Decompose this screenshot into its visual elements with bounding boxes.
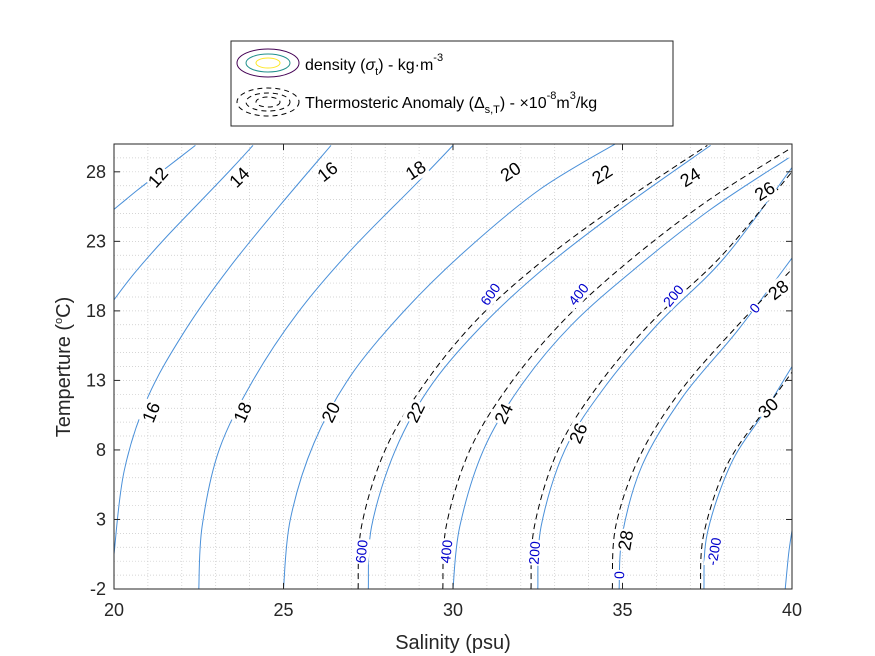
density-contour-label-bg bbox=[753, 393, 784, 424]
anomaly-contour-label: 200 bbox=[526, 540, 544, 565]
density-contour-label-bg bbox=[614, 527, 638, 553]
anomaly-contour-label-bg bbox=[476, 279, 505, 310]
anomaly-contour-label-bg bbox=[564, 279, 593, 310]
x-axis-label: Salinity (psu) bbox=[395, 632, 511, 654]
density-contour-22 bbox=[367, 144, 711, 589]
anomaly-contour-600 bbox=[357, 144, 708, 589]
x-tick-label: 30 bbox=[443, 600, 463, 620]
anomaly-contour-label-bg bbox=[610, 569, 628, 581]
anomaly-contour-label-bg bbox=[703, 535, 725, 568]
anomaly-contour-neg200 bbox=[700, 371, 792, 589]
x-tick-label: 20 bbox=[104, 600, 124, 620]
density-contour-label-bg bbox=[137, 398, 165, 427]
anomaly-contour-label-bg bbox=[659, 280, 688, 311]
density-contour-label-bg bbox=[224, 162, 255, 193]
density-contour-26 bbox=[537, 167, 792, 589]
legend-box bbox=[230, 40, 674, 127]
density-contour-label-bg bbox=[490, 399, 518, 429]
x-axis-ticks: 20 25 30 35 40 bbox=[104, 144, 802, 620]
anomaly-contour-200 bbox=[530, 171, 792, 589]
density-contour-label-bg bbox=[750, 176, 780, 206]
anomaly-contour-400 bbox=[442, 149, 789, 589]
density-contour-label-bg bbox=[495, 157, 526, 187]
density-contour-label-bg bbox=[312, 157, 343, 187]
y-tick-label: -2 bbox=[90, 579, 106, 599]
anomaly-contour-0 bbox=[611, 268, 792, 589]
density-contour-30 bbox=[703, 366, 792, 589]
anomaly-contour-label: 0 bbox=[611, 571, 627, 580]
y-tick-label: 3 bbox=[96, 509, 106, 529]
y-tick-label: 18 bbox=[86, 301, 106, 321]
density-contour-label-bg bbox=[229, 398, 257, 427]
legend-anomaly-swatch bbox=[236, 87, 300, 117]
density-contour-16 bbox=[114, 145, 332, 555]
density-contour-label-bg bbox=[401, 398, 430, 427]
legend-density-swatch bbox=[236, 48, 300, 78]
y-tick-label: 13 bbox=[86, 370, 106, 390]
density-contour-18 bbox=[198, 145, 454, 589]
anomaly-contour-label-bg bbox=[436, 537, 456, 565]
y-axis-label: Temperture (oC) bbox=[53, 297, 75, 438]
density-contour-label-bg bbox=[143, 162, 173, 193]
y-tick-label: 23 bbox=[86, 231, 106, 251]
density-contour-24 bbox=[452, 157, 789, 589]
density-contour-20 bbox=[283, 144, 617, 589]
legend-density-label: density (σt) - kg·m-3 bbox=[305, 52, 443, 78]
anomaly-contour-label: -200 bbox=[704, 536, 725, 567]
anomaly-contour-label: 400 bbox=[437, 539, 455, 564]
anomaly-contour-label-bg bbox=[525, 539, 544, 567]
density-contour-label-bg bbox=[587, 160, 617, 189]
density-contour-label-bg bbox=[317, 398, 345, 427]
y-tick-label: 8 bbox=[96, 440, 106, 460]
legend: density (σt) - kg·m-3 Thermosteric Anoma… bbox=[230, 40, 674, 127]
density-contour-label-bg bbox=[564, 419, 593, 448]
density-contour-label-bg bbox=[401, 156, 431, 185]
density-contour-label: 28 bbox=[614, 529, 637, 552]
density-contour-label-bg bbox=[763, 275, 794, 305]
x-tick-label: 25 bbox=[273, 600, 293, 620]
anomaly-contour-label-bg bbox=[745, 299, 765, 317]
contour-lines bbox=[114, 144, 792, 589]
y-tick-label: 28 bbox=[86, 162, 106, 182]
y-axis-ticks: -2 3 8 13 18 23 28 bbox=[86, 162, 792, 599]
anomaly-contour-label-bg bbox=[352, 537, 371, 565]
density-contour-14 bbox=[114, 145, 254, 301]
x-tick-label: 40 bbox=[782, 600, 802, 620]
legend-anomaly-label: Thermosteric Anomaly (Δs,T) - ×10-8m3/kg bbox=[305, 90, 597, 116]
grid bbox=[113, 143, 793, 590]
density-contour-32 bbox=[784, 530, 792, 589]
anomaly-contour-label: 600 bbox=[352, 539, 370, 564]
density-contour-label-bg bbox=[675, 163, 705, 192]
x-tick-label: 35 bbox=[612, 600, 632, 620]
